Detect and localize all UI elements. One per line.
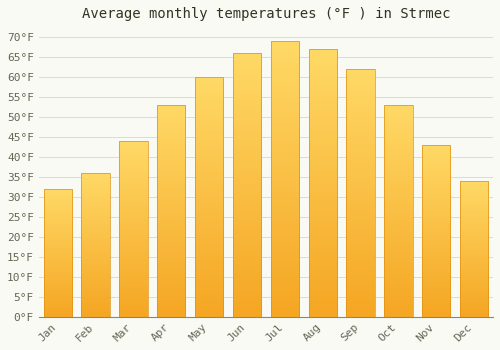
Bar — [119, 141, 148, 317]
Bar — [308, 49, 337, 317]
Bar — [157, 105, 186, 317]
Bar — [270, 41, 299, 317]
Bar — [460, 181, 488, 317]
Title: Average monthly temperatures (°F ) in Strmec: Average monthly temperatures (°F ) in St… — [82, 7, 450, 21]
Bar — [44, 189, 72, 317]
Bar — [82, 173, 110, 317]
Bar — [346, 69, 375, 317]
Bar — [233, 53, 261, 317]
Bar — [195, 77, 224, 317]
Bar — [384, 105, 412, 317]
Bar — [422, 145, 450, 317]
